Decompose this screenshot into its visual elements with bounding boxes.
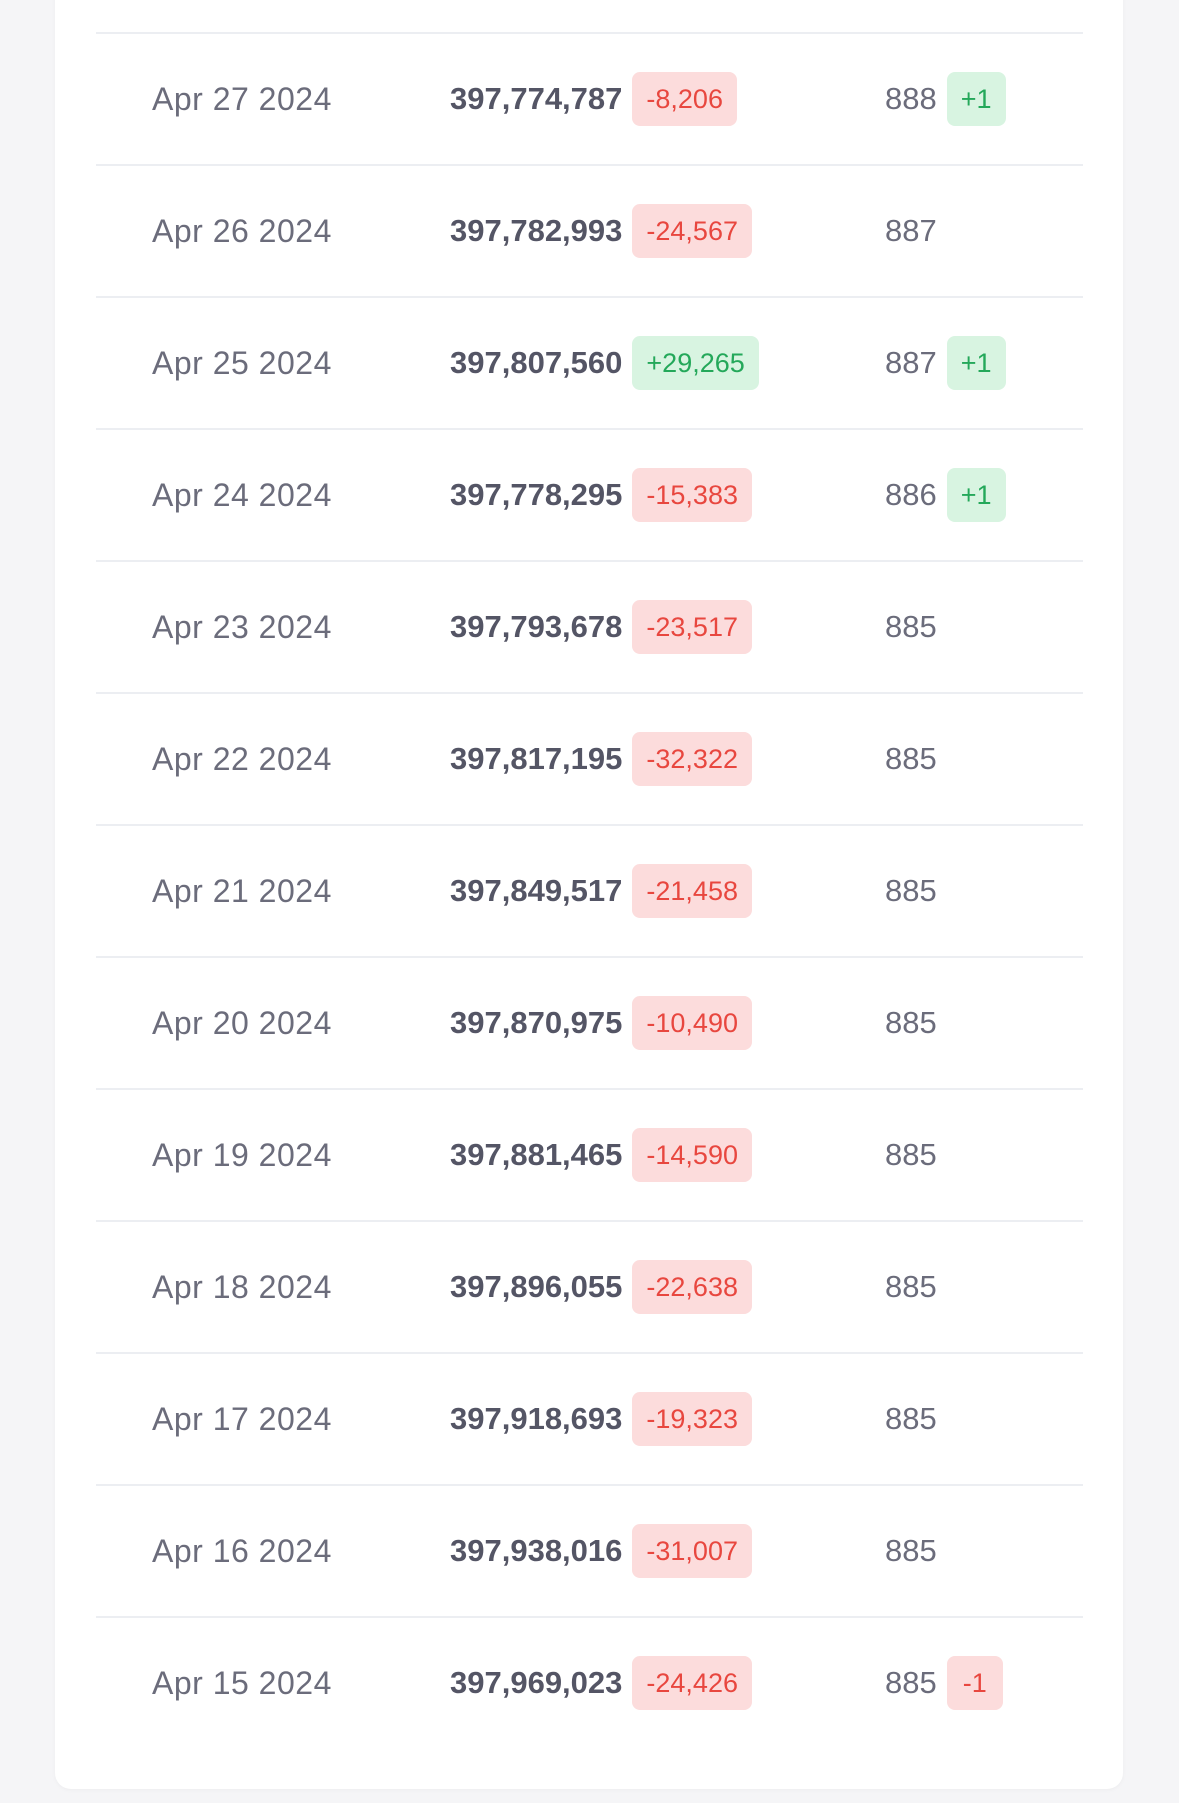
row-value-change-badge: -22,638 (632, 1260, 752, 1314)
value-cell: 397,969,023 -24,426 (450, 1618, 752, 1748)
table-row: Apr 22 2024 397,817,195 -32,322 885 (96, 692, 1083, 824)
row-date: Apr 22 2024 (152, 740, 332, 777)
row-value: 397,896,055 (450, 1269, 623, 1304)
row-count: 887 (885, 345, 937, 380)
row-value: 397,849,517 (450, 873, 623, 908)
table-row: Apr 21 2024 397,849,517 -21,458 885 (96, 824, 1083, 956)
row-value-change-badge: -32,322 (632, 732, 752, 786)
row-value: 397,938,016 (450, 1533, 623, 1568)
value-cell: 397,778,295 -15,383 (450, 430, 752, 560)
value-cell: 397,849,517 -21,458 (450, 826, 752, 956)
row-value-change-badge: -15,383 (632, 468, 752, 522)
row-value: 397,870,975 (450, 1005, 623, 1040)
history-card (55, 0, 1123, 1789)
table-row: Apr 18 2024 397,896,055 -22,638 885 (96, 1220, 1083, 1352)
row-count-change-badge: +1 (946, 468, 1006, 522)
daily-history-table: Apr 27 2024 397,774,787 -8,206 888 +1 Ap… (96, 32, 1083, 1748)
value-cell: 397,774,787 -8,206 (450, 34, 737, 164)
count-cell: 886 +1 (885, 430, 1006, 560)
table-row: Apr 26 2024 397,782,993 -24,567 887 (96, 164, 1083, 296)
value-cell: 397,782,993 -24,567 (450, 166, 752, 296)
row-date: Apr 25 2024 (152, 344, 332, 381)
row-value: 397,778,295 (450, 477, 623, 512)
row-count: 885 (885, 1005, 937, 1040)
row-value: 397,969,023 (450, 1665, 623, 1700)
count-cell: 885 (885, 1486, 937, 1616)
row-count: 885 (885, 873, 937, 908)
count-cell: 888 +1 (885, 34, 1006, 164)
row-count: 887 (885, 213, 937, 248)
row-count: 886 (885, 477, 937, 512)
table-row: Apr 15 2024 397,969,023 -24,426 885 -1 (96, 1616, 1083, 1748)
row-count: 885 (885, 1401, 937, 1436)
row-value: 397,881,465 (450, 1137, 623, 1172)
row-count: 885 (885, 1665, 937, 1700)
table-row: Apr 25 2024 397,807,560 +29,265 887 +1 (96, 296, 1083, 428)
row-value: 397,782,993 (450, 213, 623, 248)
table-row: Apr 24 2024 397,778,295 -15,383 886 +1 (96, 428, 1083, 560)
value-cell: 397,918,693 -19,323 (450, 1354, 752, 1484)
row-date: Apr 26 2024 (152, 212, 332, 249)
value-cell: 397,807,560 +29,265 (450, 298, 759, 428)
row-count-change-badge: +1 (946, 336, 1006, 390)
row-count-change-badge: -1 (946, 1656, 1003, 1710)
count-cell: 885 (885, 958, 937, 1088)
row-date: Apr 21 2024 (152, 872, 332, 909)
row-date: Apr 23 2024 (152, 608, 332, 645)
row-value-change-badge: +29,265 (632, 336, 759, 390)
count-cell: 885 (885, 562, 937, 692)
row-date: Apr 17 2024 (152, 1400, 332, 1437)
value-cell: 397,817,195 -32,322 (450, 694, 752, 824)
value-cell: 397,896,055 -22,638 (450, 1222, 752, 1352)
table-row: Apr 23 2024 397,793,678 -23,517 885 (96, 560, 1083, 692)
row-count: 885 (885, 609, 937, 644)
table-row: Apr 17 2024 397,918,693 -19,323 885 (96, 1352, 1083, 1484)
row-value: 397,793,678 (450, 609, 623, 644)
row-value: 397,817,195 (450, 741, 623, 776)
row-value: 397,774,787 (450, 81, 623, 116)
count-cell: 885 (885, 694, 937, 824)
row-date: Apr 18 2024 (152, 1268, 332, 1305)
value-cell: 397,881,465 -14,590 (450, 1090, 752, 1220)
row-value-change-badge: -31,007 (632, 1524, 752, 1578)
row-date: Apr 15 2024 (152, 1664, 332, 1701)
count-cell: 885 (885, 1354, 937, 1484)
row-value-change-badge: -8,206 (632, 72, 737, 126)
row-date: Apr 24 2024 (152, 476, 332, 513)
value-cell: 397,870,975 -10,490 (450, 958, 752, 1088)
row-count: 885 (885, 1533, 937, 1568)
count-cell: 885 -1 (885, 1618, 1003, 1748)
row-value-change-badge: -23,517 (632, 600, 752, 654)
row-value-change-badge: -21,458 (632, 864, 752, 918)
row-value: 397,807,560 (450, 345, 623, 380)
row-value-change-badge: -24,567 (632, 204, 752, 258)
count-cell: 885 (885, 1222, 937, 1352)
row-count: 885 (885, 1269, 937, 1304)
row-date: Apr 16 2024 (152, 1532, 332, 1569)
row-count-change-badge: +1 (946, 72, 1006, 126)
row-count: 885 (885, 741, 937, 776)
table-row: Apr 16 2024 397,938,016 -31,007 885 (96, 1484, 1083, 1616)
value-cell: 397,938,016 -31,007 (450, 1486, 752, 1616)
row-count: 888 (885, 81, 937, 116)
row-date: Apr 27 2024 (152, 80, 332, 117)
count-cell: 885 (885, 1090, 937, 1220)
table-row: Apr 20 2024 397,870,975 -10,490 885 (96, 956, 1083, 1088)
value-cell: 397,793,678 -23,517 (450, 562, 752, 692)
row-date: Apr 19 2024 (152, 1136, 332, 1173)
table-row: Apr 19 2024 397,881,465 -14,590 885 (96, 1088, 1083, 1220)
row-value-change-badge: -19,323 (632, 1392, 752, 1446)
count-cell: 887 +1 (885, 298, 1006, 428)
row-value-change-badge: -24,426 (632, 1656, 752, 1710)
table-row: Apr 27 2024 397,774,787 -8,206 888 +1 (96, 32, 1083, 164)
row-value-change-badge: -10,490 (632, 996, 752, 1050)
row-count: 885 (885, 1137, 937, 1172)
row-value-change-badge: -14,590 (632, 1128, 752, 1182)
count-cell: 885 (885, 826, 937, 956)
row-value: 397,918,693 (450, 1401, 623, 1436)
count-cell: 887 (885, 166, 937, 296)
row-date: Apr 20 2024 (152, 1004, 332, 1041)
